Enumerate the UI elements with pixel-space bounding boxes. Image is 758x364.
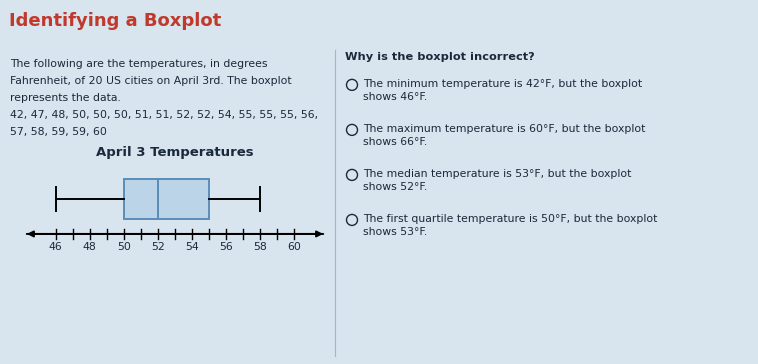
Text: 56: 56	[219, 242, 233, 252]
Text: 42, 47, 48, 50, 50, 50, 51, 51, 52, 52, 54, 55, 55, 55, 56,: 42, 47, 48, 50, 50, 50, 51, 51, 52, 52, …	[10, 110, 318, 120]
Text: 60: 60	[287, 242, 302, 252]
Text: The minimum temperature is 42°F, but the boxplot: The minimum temperature is 42°F, but the…	[363, 79, 642, 89]
Text: shows 46°F.: shows 46°F.	[363, 92, 428, 102]
Text: Identifying a Boxplot: Identifying a Boxplot	[9, 12, 221, 30]
Text: 52: 52	[151, 242, 164, 252]
Text: April 3 Temperatures: April 3 Temperatures	[96, 146, 254, 159]
Text: represents the data.: represents the data.	[10, 93, 121, 103]
Text: shows 53°F.: shows 53°F.	[363, 227, 428, 237]
Text: 48: 48	[83, 242, 96, 252]
Bar	[124, 179, 209, 219]
Text: Fahrenheit, of 20 US cities on April 3rd. The boxplot: Fahrenheit, of 20 US cities on April 3rd…	[10, 76, 292, 86]
Text: 50: 50	[117, 242, 131, 252]
Text: The maximum temperature is 60°F, but the boxplot: The maximum temperature is 60°F, but the…	[363, 124, 645, 134]
Text: The first quartile temperature is 50°F, but the boxplot: The first quartile temperature is 50°F, …	[363, 214, 657, 224]
Text: Why is the boxplot incorrect?: Why is the boxplot incorrect?	[345, 52, 534, 62]
Text: The following are the temperatures, in degrees: The following are the temperatures, in d…	[10, 59, 268, 69]
Text: 54: 54	[185, 242, 199, 252]
Text: shows 52°F.: shows 52°F.	[363, 182, 428, 192]
Text: 57, 58, 59, 59, 60: 57, 58, 59, 59, 60	[10, 127, 107, 137]
Text: 58: 58	[253, 242, 267, 252]
Text: shows 66°F.: shows 66°F.	[363, 137, 428, 147]
Text: 46: 46	[49, 242, 62, 252]
Text: The median temperature is 53°F, but the boxplot: The median temperature is 53°F, but the …	[363, 169, 631, 179]
